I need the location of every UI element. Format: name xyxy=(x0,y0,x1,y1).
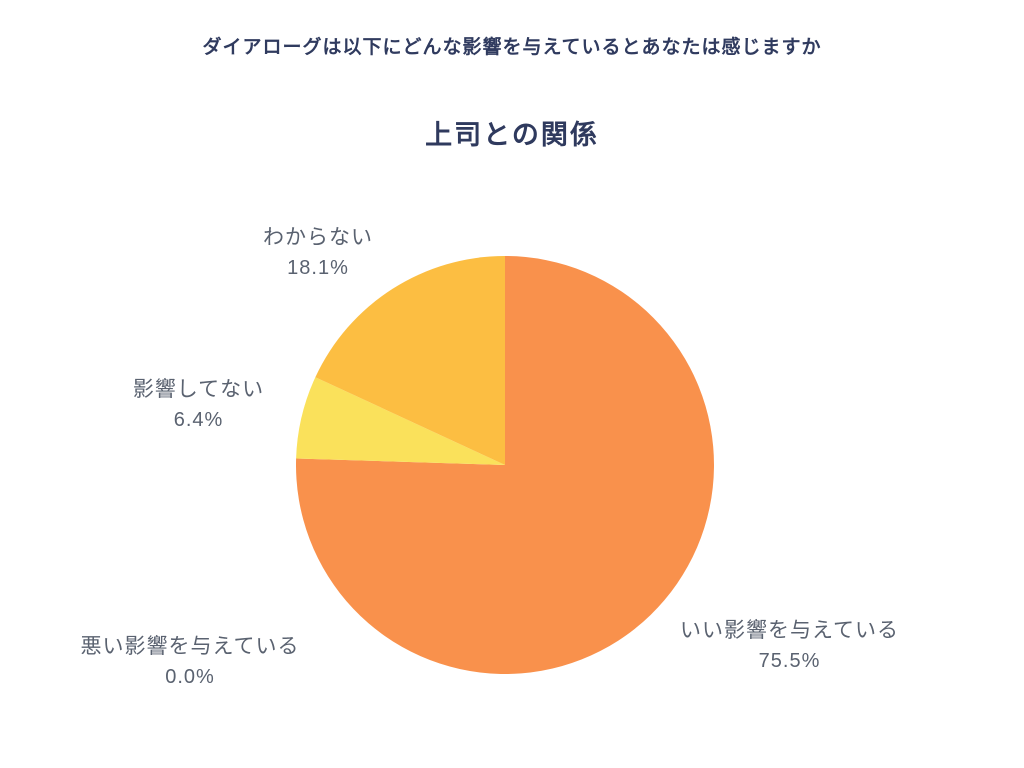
slice-label-no-effect-text: 影響してない xyxy=(132,378,265,401)
pie-slice-0 xyxy=(296,256,714,674)
slice-label-bad-effect-text: 悪い影響を与えている xyxy=(80,635,300,658)
slice-label-no-effect: 影響してない 6.4% xyxy=(96,374,301,435)
slice-label-good-effect-text: いい影響を与えている xyxy=(680,619,899,642)
slice-label-unknown: わからない 18.1% xyxy=(218,222,418,283)
slice-label-unknown-text: わからない xyxy=(263,226,373,249)
slice-label-good-effect: いい影響を与えている 75.5% xyxy=(662,615,917,676)
slice-label-unknown-percent: 18.1% xyxy=(287,257,349,279)
slice-label-no-effect-percent: 6.4% xyxy=(173,409,224,431)
pie-slice-2 xyxy=(315,256,505,465)
survey-question: ダイアローグは以下にどんな影響を与えているとあなたは感じますか xyxy=(202,37,822,58)
slice-label-good-effect-percent: 75.5% xyxy=(758,650,821,672)
pie-chart xyxy=(296,256,714,674)
slice-label-bad-effect: 悪い影響を与えている 0.0% xyxy=(60,631,320,692)
pie-chart-area xyxy=(296,256,714,674)
chart-title: 上司との関係 xyxy=(425,120,599,150)
pie-slice-1 xyxy=(296,377,505,465)
slice-label-bad-effect-percent: 0.0% xyxy=(165,666,215,688)
